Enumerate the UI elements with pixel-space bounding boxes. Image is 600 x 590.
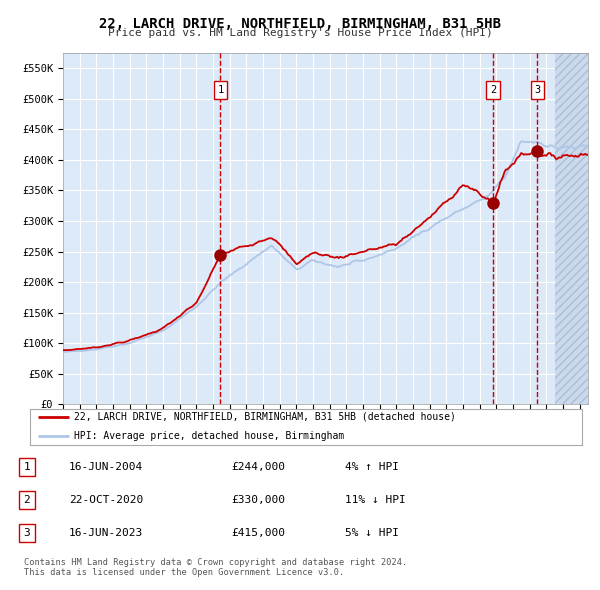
Text: Price paid vs. HM Land Registry's House Price Index (HPI): Price paid vs. HM Land Registry's House …: [107, 28, 493, 38]
Text: 3: 3: [534, 85, 541, 95]
Text: 16-JUN-2023: 16-JUN-2023: [69, 528, 143, 538]
Text: £244,000: £244,000: [231, 462, 285, 472]
Text: 1: 1: [23, 462, 31, 472]
Text: 4% ↑ HPI: 4% ↑ HPI: [345, 462, 399, 472]
Text: £415,000: £415,000: [231, 528, 285, 538]
Text: 16-JUN-2004: 16-JUN-2004: [69, 462, 143, 472]
Text: 11% ↓ HPI: 11% ↓ HPI: [345, 495, 406, 505]
Text: 22, LARCH DRIVE, NORTHFIELD, BIRMINGHAM, B31 5HB: 22, LARCH DRIVE, NORTHFIELD, BIRMINGHAM,…: [99, 17, 501, 31]
Text: Contains HM Land Registry data © Crown copyright and database right 2024.
This d: Contains HM Land Registry data © Crown c…: [24, 558, 407, 577]
Text: 3: 3: [23, 528, 31, 538]
Text: 5% ↓ HPI: 5% ↓ HPI: [345, 528, 399, 538]
Text: HPI: Average price, detached house, Birmingham: HPI: Average price, detached house, Birm…: [74, 431, 344, 441]
Text: £330,000: £330,000: [231, 495, 285, 505]
Text: 2: 2: [490, 85, 496, 95]
Text: 22, LARCH DRIVE, NORTHFIELD, BIRMINGHAM, B31 5HB (detached house): 22, LARCH DRIVE, NORTHFIELD, BIRMINGHAM,…: [74, 412, 456, 422]
Text: 1: 1: [217, 85, 224, 95]
Text: 22-OCT-2020: 22-OCT-2020: [69, 495, 143, 505]
Text: 2: 2: [23, 495, 31, 505]
